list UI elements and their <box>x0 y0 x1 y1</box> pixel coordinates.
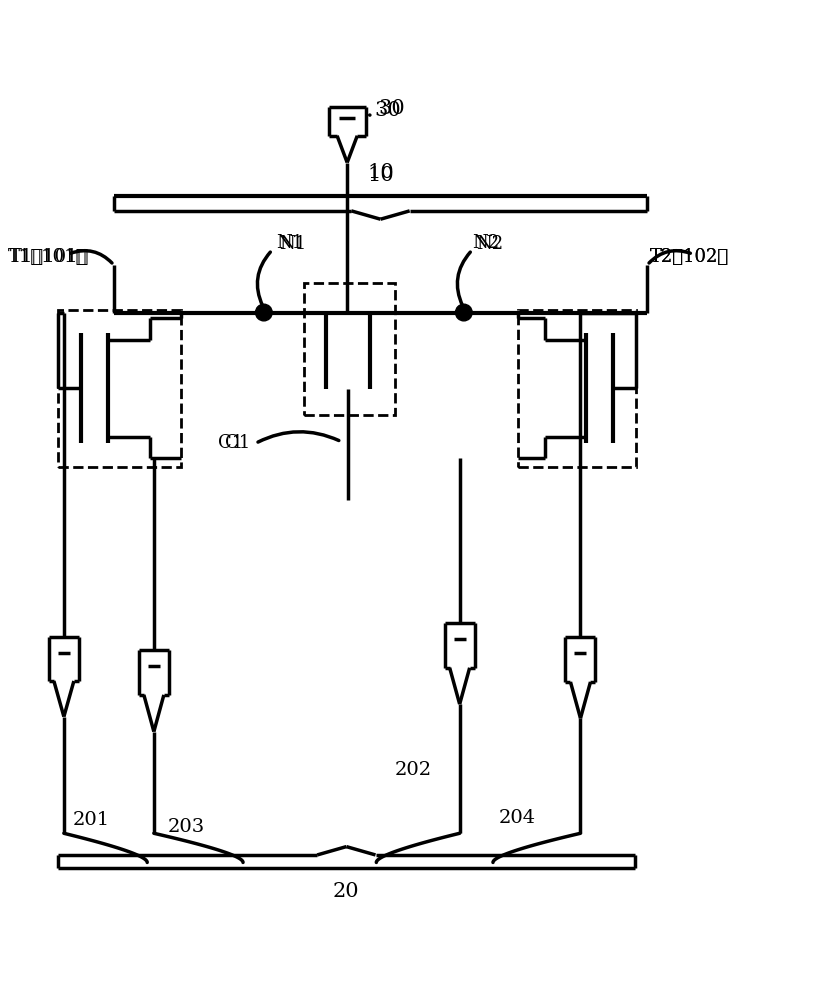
Text: 20: 20 <box>333 882 359 901</box>
Text: N2: N2 <box>477 235 503 253</box>
Circle shape <box>256 304 273 321</box>
Text: T2（102）: T2（102） <box>650 248 729 266</box>
Text: N1: N1 <box>279 235 306 253</box>
Text: N1: N1 <box>277 234 303 252</box>
Text: N2: N2 <box>472 234 499 252</box>
Text: 204: 204 <box>499 809 536 827</box>
Text: T2（102）: T2（102） <box>650 248 729 266</box>
Text: 10: 10 <box>367 166 394 185</box>
Text: 30: 30 <box>378 99 405 118</box>
Text: T1（101）: T1（101） <box>10 248 89 266</box>
Text: 201: 201 <box>72 811 110 829</box>
Text: C1: C1 <box>225 434 250 452</box>
Text: 10: 10 <box>367 163 394 182</box>
Text: 202: 202 <box>395 761 432 779</box>
Circle shape <box>456 304 472 321</box>
Text: 30: 30 <box>375 101 401 120</box>
Text: T1（101）: T1（101） <box>8 248 88 266</box>
Text: C1: C1 <box>218 434 243 452</box>
Text: 203: 203 <box>168 818 206 836</box>
